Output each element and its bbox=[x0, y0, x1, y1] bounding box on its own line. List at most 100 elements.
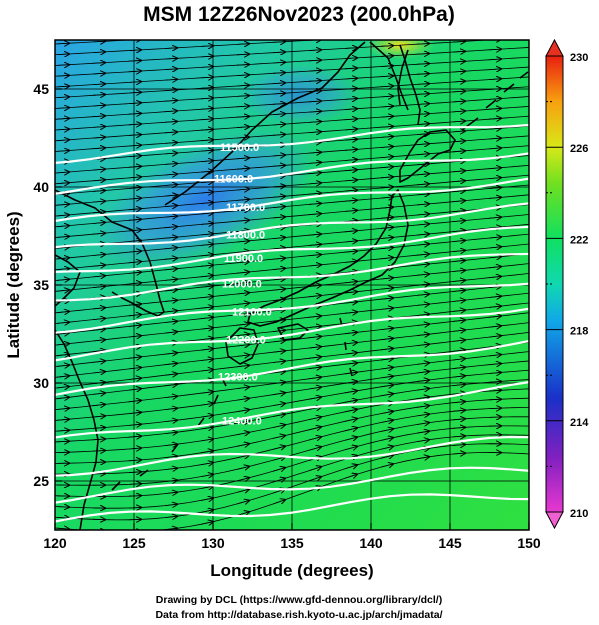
wind-arrow bbox=[452, 340, 465, 341]
wind-arrow bbox=[308, 203, 321, 204]
wind-arrow bbox=[344, 241, 357, 242]
wind-arrow bbox=[92, 169, 105, 170]
wind-arrow bbox=[344, 139, 357, 140]
wind-arrow bbox=[128, 219, 141, 220]
wind-arrow bbox=[92, 416, 105, 417]
wind-arrow bbox=[128, 315, 141, 316]
wind-arrow bbox=[92, 73, 105, 74]
x-axis-ticks: 120 125 130 135 140 145 150 bbox=[43, 523, 541, 551]
wind-arrow bbox=[488, 178, 501, 179]
wind-arrow bbox=[236, 189, 249, 190]
height-contour bbox=[55, 435, 529, 477]
x-tick-label: 150 bbox=[517, 535, 541, 551]
wind-arrow bbox=[236, 75, 249, 76]
wind-arrow bbox=[308, 295, 321, 296]
wind-arrow bbox=[236, 220, 249, 221]
wind-arrow bbox=[236, 365, 249, 366]
wind-arrow bbox=[488, 237, 501, 238]
wind-arrow bbox=[56, 376, 69, 377]
wind-arrow bbox=[272, 83, 285, 84]
wind-arrow bbox=[236, 147, 249, 148]
wind-arrow bbox=[272, 382, 285, 384]
wind-arrow bbox=[164, 185, 177, 186]
wind-arrow bbox=[92, 148, 105, 149]
wind-arrow bbox=[344, 68, 357, 69]
wind-arrow bbox=[200, 286, 213, 287]
contour-label: 12400.0 bbox=[222, 416, 262, 428]
wind-arrow bbox=[344, 474, 357, 478]
wind-arrow bbox=[380, 86, 393, 87]
wind-arrow bbox=[488, 326, 501, 327]
wind-arrow bbox=[272, 320, 285, 321]
wind-arrow bbox=[380, 258, 393, 259]
wind-arrow bbox=[128, 209, 141, 210]
wind-arrow bbox=[273, 31, 285, 32]
wind-arrow bbox=[272, 289, 285, 290]
wind-arrow bbox=[344, 332, 357, 333]
wind-arrow bbox=[236, 303, 249, 304]
wind-arrow bbox=[92, 361, 105, 362]
wind-arrow bbox=[452, 131, 465, 132]
wind-arrow bbox=[272, 468, 285, 472]
contour-label: 11500.0 bbox=[220, 142, 259, 154]
wind-arrow bbox=[452, 121, 465, 122]
wind-arrow bbox=[344, 282, 357, 283]
wind-arrow bbox=[416, 224, 429, 225]
wind-arrow bbox=[92, 382, 105, 383]
wind-arrow bbox=[236, 168, 249, 169]
wind-arrow bbox=[452, 280, 465, 281]
wind-arrow bbox=[452, 230, 465, 231]
wind-arrow bbox=[128, 460, 141, 461]
wind-arrow bbox=[380, 227, 393, 228]
wind-arrow bbox=[92, 127, 105, 128]
wind-arrow bbox=[344, 221, 357, 222]
wind-arrow bbox=[128, 436, 141, 437]
wind-arrow bbox=[236, 251, 249, 252]
wind-arrow bbox=[308, 477, 321, 482]
wind-arrow bbox=[416, 344, 429, 345]
wind-arrow bbox=[56, 290, 69, 291]
wind-arrow bbox=[380, 429, 393, 432]
wind-arrow bbox=[452, 171, 465, 172]
wind-arrow bbox=[452, 384, 465, 385]
wind-arrow bbox=[237, 33, 249, 34]
wind-arrow bbox=[380, 278, 393, 279]
wind-arrow bbox=[380, 420, 393, 422]
wind-arrow bbox=[272, 124, 285, 125]
wind-arrow bbox=[56, 204, 69, 205]
wind-arrow bbox=[92, 233, 105, 234]
wind-arrow bbox=[128, 367, 141, 368]
height-contour bbox=[55, 307, 529, 362]
colorbar-bottom-arrow bbox=[545, 511, 564, 530]
wind-arrow bbox=[236, 466, 249, 469]
wind-arrow bbox=[452, 240, 465, 241]
contour-label: 11700.0 bbox=[226, 202, 265, 214]
wind-arrow bbox=[416, 104, 429, 105]
height-contour bbox=[55, 381, 529, 439]
wind-arrow bbox=[452, 453, 465, 454]
wind-arrow bbox=[344, 465, 357, 469]
wind-arrow bbox=[200, 255, 213, 256]
wind-arrow bbox=[164, 100, 177, 101]
wind-arrow bbox=[272, 403, 285, 405]
wind-arrow bbox=[380, 237, 393, 238]
wind-arrow bbox=[272, 165, 285, 166]
wind-arrow bbox=[416, 54, 429, 55]
wind-arrow bbox=[92, 404, 105, 405]
wind-arrow bbox=[452, 250, 465, 251]
wind-arrow bbox=[488, 79, 501, 80]
colorbar-scale bbox=[545, 55, 564, 513]
wind-arrow bbox=[165, 37, 177, 38]
wind-arrow bbox=[236, 282, 249, 283]
wind-arrow bbox=[488, 306, 501, 307]
wind-arrow bbox=[308, 173, 321, 174]
x-axis-label: Longitude (degrees) bbox=[210, 561, 373, 580]
wind-arrow bbox=[416, 371, 429, 373]
wind-arrow bbox=[128, 187, 141, 188]
wind-arrow bbox=[272, 436, 285, 439]
wind-arrow bbox=[92, 41, 105, 42]
wind-arrow bbox=[272, 217, 285, 218]
wind-arrow bbox=[92, 350, 105, 351]
wind-arrow bbox=[128, 71, 141, 72]
wind-arrow bbox=[164, 516, 177, 517]
